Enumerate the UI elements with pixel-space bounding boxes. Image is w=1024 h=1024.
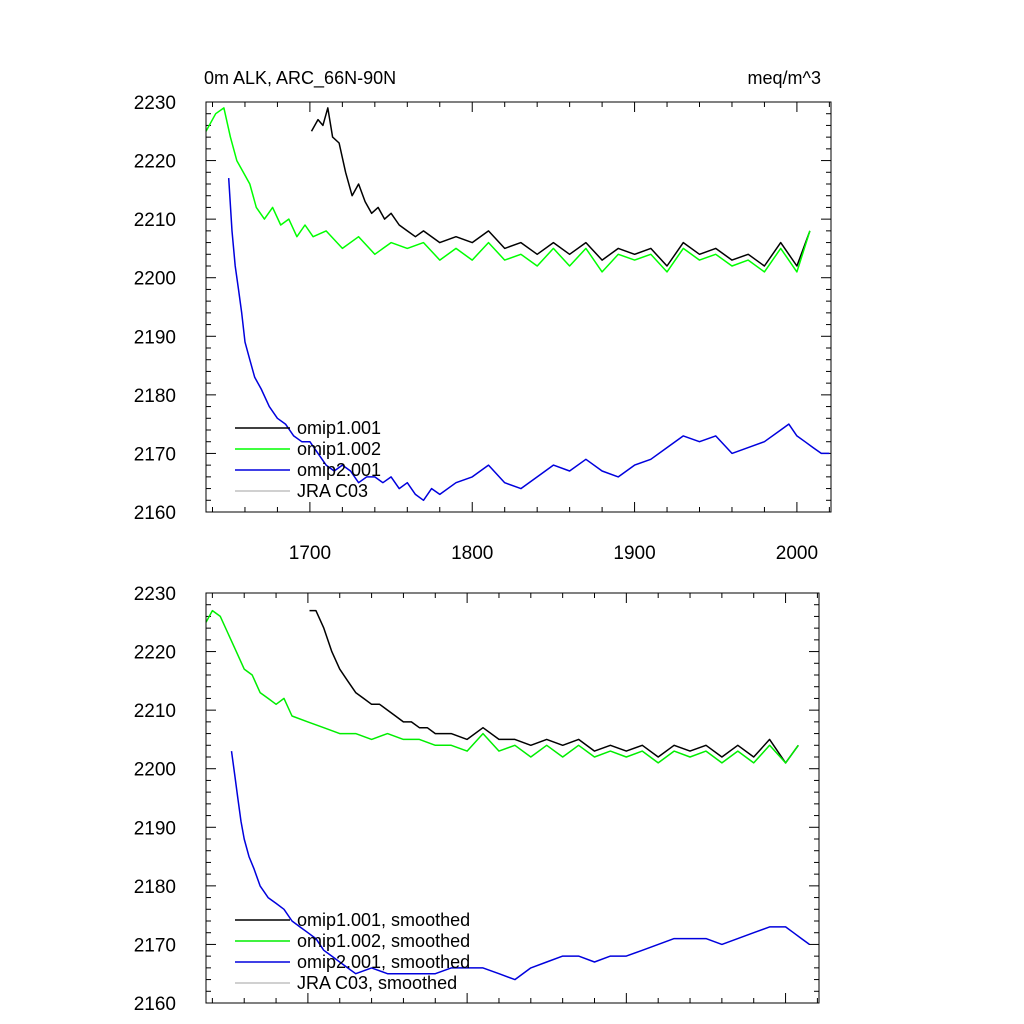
y-tick-label: 2200 bbox=[134, 269, 176, 290]
plot-frame bbox=[205, 592, 820, 1004]
y-tick-label: 2210 bbox=[134, 210, 176, 231]
y-tick-label: 2220 bbox=[134, 643, 176, 664]
y-tick-label: 2230 bbox=[134, 93, 176, 114]
legend-label: omip1.001 bbox=[297, 418, 381, 438]
plot-frame bbox=[205, 101, 832, 513]
series-line bbox=[205, 609, 799, 764]
legend-label: omip2.001 bbox=[297, 460, 381, 480]
legend-label: omip2.001, smoothed bbox=[297, 952, 470, 972]
bottom-panel-smoothed: 2160 2170 2180 2190 2200 2210 2220 2230 omip1.0… bbox=[134, 584, 820, 1015]
legend-label: JRA C03, smoothed bbox=[297, 973, 457, 993]
y-tick-label: 2220 bbox=[134, 152, 176, 173]
y-tick-label: 2160 bbox=[134, 994, 176, 1015]
y-tick-label: 2170 bbox=[134, 444, 176, 465]
y-tick-label: 2180 bbox=[134, 877, 176, 898]
units-label: meq/m^3 bbox=[748, 68, 821, 88]
y-tick-label: 2170 bbox=[134, 935, 176, 956]
legend-label: omip1.002 bbox=[297, 439, 381, 459]
series-line bbox=[309, 609, 799, 764]
series-line bbox=[230, 750, 810, 981]
series-lines bbox=[205, 107, 830, 502]
series-line bbox=[310, 107, 811, 267]
axes-ticks: 2160 2170 2180 2190 2200 2210 2220 2230 1700 1800… bbox=[134, 93, 831, 564]
legend-label: omip1.001, smoothed bbox=[297, 910, 470, 930]
legend-label: omip1.002, smoothed bbox=[297, 931, 470, 951]
series-lines bbox=[205, 609, 810, 981]
series-line bbox=[227, 178, 830, 502]
x-tick-label: 1800 bbox=[451, 543, 493, 564]
chart-title: 0m ALK, ARC_66N-90N bbox=[204, 68, 396, 89]
y-tick-label: 2160 bbox=[134, 503, 176, 524]
y-tick-label: 2190 bbox=[134, 327, 176, 348]
x-tick-label: 1700 bbox=[289, 543, 331, 564]
y-tick-label: 2210 bbox=[134, 701, 176, 722]
legend-label: JRA C03 bbox=[297, 481, 368, 501]
x-tick-label: 1900 bbox=[613, 543, 655, 564]
axes-ticks: 2160 2170 2180 2190 2200 2210 2220 2230 bbox=[134, 584, 819, 1015]
x-tick-label: 2000 bbox=[776, 543, 818, 564]
series-line bbox=[205, 107, 811, 273]
y-tick-label: 2180 bbox=[134, 386, 176, 407]
y-tick-label: 2190 bbox=[134, 818, 176, 839]
y-tick-label: 2200 bbox=[134, 760, 176, 781]
top-panel-raw: 0m ALK, ARC_66N-90N meq/m^3 2160 2170 2180… bbox=[134, 68, 832, 564]
y-tick-label: 2230 bbox=[134, 584, 176, 605]
